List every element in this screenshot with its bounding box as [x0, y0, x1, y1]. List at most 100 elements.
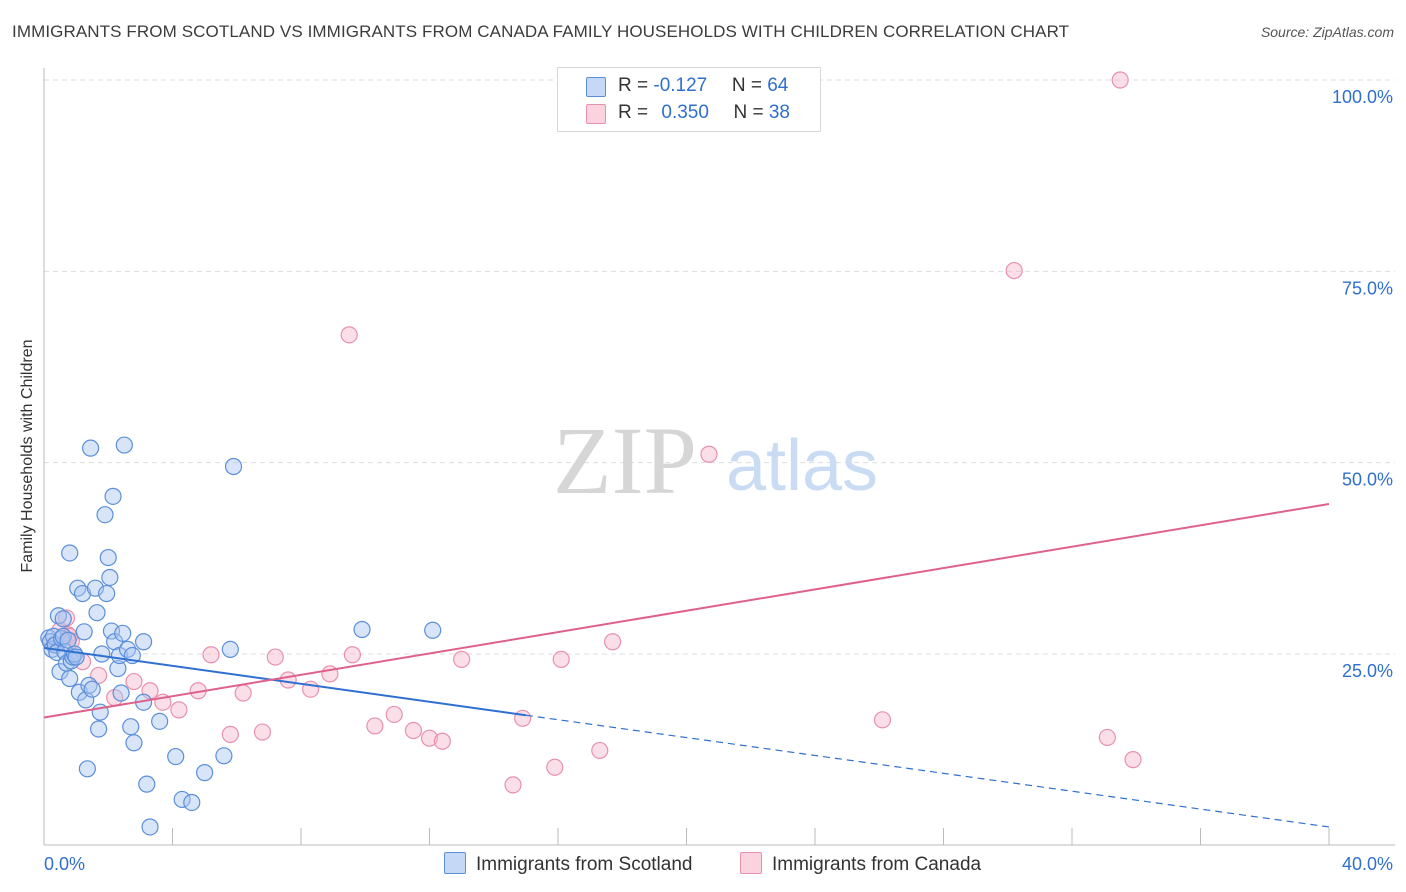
canada-point — [420, 729, 439, 747]
canada-point — [404, 721, 423, 740]
scotland-point — [104, 487, 122, 505]
canada-point — [504, 776, 522, 794]
canada-point — [514, 709, 532, 727]
canada-point — [591, 741, 609, 760]
canada-point — [1111, 71, 1129, 89]
canada-point — [1005, 261, 1023, 280]
scotland-point — [69, 579, 87, 597]
scotland-trend-line — [43, 646, 527, 717]
canada-point — [343, 646, 361, 664]
source-label: Source: ZipAtlas.com — [1260, 24, 1394, 40]
x-tick-label: 0.0% — [44, 854, 85, 874]
watermark-zip: ZIP — [553, 407, 697, 514]
scotland-r-value: -0.127 — [653, 75, 708, 96]
scotland-point — [215, 747, 233, 765]
scotland-point — [54, 610, 72, 628]
canada-swatch-icon — [740, 852, 762, 874]
y-tick-label: 25.0% — [1342, 661, 1393, 681]
scotland-point — [173, 790, 191, 809]
scotland-swatch-icon — [444, 852, 466, 874]
scotland-r-label: R = — [618, 75, 654, 96]
canada-point — [385, 705, 403, 724]
watermark-atlas: atlas — [726, 426, 878, 506]
trend-lines — [43, 503, 1330, 828]
canada-r-label: R = — [618, 102, 654, 123]
scotland-point — [141, 818, 159, 836]
scotland-legend-row: R = -0.127 N = 64 — [618, 75, 788, 97]
scotland-point — [93, 645, 111, 663]
legend-item-scotland[interactable]: Immigrants from Scotland — [444, 852, 692, 876]
x-tick-labels: 0.0% 40.0% — [44, 854, 1393, 874]
scotland-point — [83, 680, 101, 698]
scotland-point — [99, 548, 117, 567]
scotland-point — [77, 691, 95, 709]
y-tick-label: 75.0% — [1342, 278, 1393, 298]
scotland-point — [167, 747, 185, 766]
scotland-point — [125, 734, 143, 752]
canada-point — [125, 672, 143, 691]
scotland-point — [73, 584, 92, 603]
canada-point — [234, 684, 252, 702]
canada-legend-swatch — [586, 104, 606, 124]
canada-points — [45, 71, 1142, 794]
scotland-n-value: 64 — [767, 75, 789, 96]
canada-point — [221, 725, 239, 743]
scotland-point — [101, 568, 119, 587]
scotland-point — [98, 584, 116, 603]
canada-point — [453, 650, 471, 668]
canada-point — [1124, 751, 1142, 769]
canada-point — [202, 646, 220, 664]
canada-point — [279, 671, 297, 689]
y-tick-label: 100.0% — [1332, 87, 1393, 107]
canada-point — [366, 717, 384, 735]
scotland-n-label: N = — [731, 75, 768, 96]
canada-point — [604, 633, 622, 651]
scotland-point — [138, 775, 156, 793]
scotland-point — [75, 623, 93, 641]
scotland-point — [122, 718, 140, 736]
scotland-point — [88, 604, 106, 622]
legend-item-canada[interactable]: Immigrants from Canada — [740, 852, 981, 876]
scotland-point — [112, 684, 130, 702]
y-axis-label: Family Households with Children — [19, 339, 36, 573]
scotland-points — [40, 436, 442, 836]
canada-point — [700, 445, 718, 463]
x-tick-label: 40.0% — [1342, 854, 1393, 874]
canada-point — [433, 732, 451, 750]
scotland-point — [115, 436, 133, 454]
correlation-legend: R = -0.127 N = 64 R = 0.350 N = 38 — [557, 67, 821, 132]
scotland-point — [424, 621, 442, 639]
canada-n-label: N = — [733, 102, 769, 123]
y-tick-labels: 25.0% 50.0% 75.0% 100.0% — [1332, 87, 1393, 681]
scotland-trend-extension — [525, 714, 1330, 828]
canada-n-value: 38 — [768, 102, 790, 123]
legend-canada-label: Immigrants from Canada — [772, 854, 982, 875]
scotland-point — [134, 633, 153, 651]
scotland-point — [114, 624, 132, 642]
scotland-point — [151, 712, 169, 730]
canada-point — [266, 648, 284, 666]
chart-title: IMMIGRANTS FROM SCOTLAND VS IMMIGRANTS F… — [12, 22, 1070, 41]
legend-scotland-label: Immigrants from Scotland — [476, 854, 693, 875]
scotland-point — [183, 793, 201, 812]
grid-lines — [44, 79, 1395, 655]
scotland-point — [196, 764, 214, 782]
canada-point — [552, 650, 570, 668]
canada-r-value: 0.350 — [661, 102, 709, 123]
y-tick-label: 50.0% — [1342, 470, 1393, 490]
scotland-legend-swatch — [586, 77, 606, 97]
canada-trend-line — [43, 503, 1330, 719]
scotland-point — [90, 720, 108, 738]
scotland-point — [49, 607, 68, 625]
canada-legend-row: R = 0.350 N = 38 — [618, 102, 790, 124]
axes — [43, 68, 1395, 846]
scotland-point — [221, 640, 239, 659]
scotland-point — [96, 506, 114, 524]
canada-point — [253, 723, 272, 741]
canada-point — [1098, 728, 1116, 747]
x-tick-marks — [172, 828, 1330, 845]
scotland-point — [224, 457, 243, 476]
canada-point — [546, 758, 564, 776]
scotland-point — [86, 579, 105, 597]
